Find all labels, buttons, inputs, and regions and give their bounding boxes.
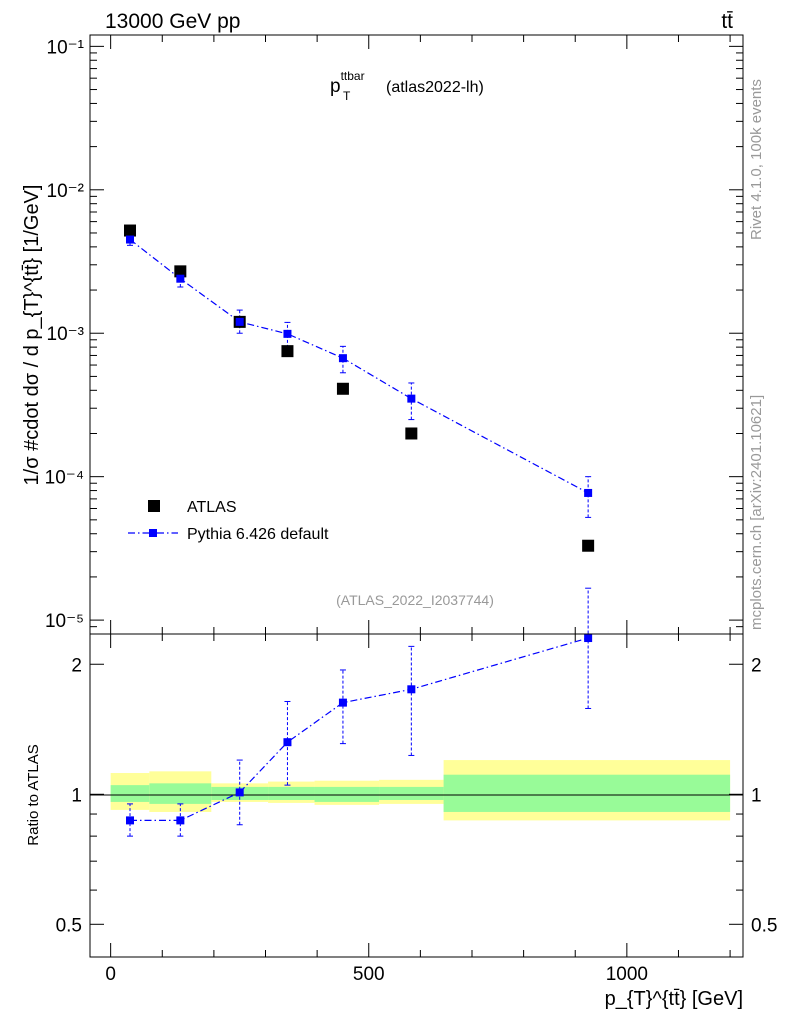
pythia-point xyxy=(235,317,244,326)
ratio-panel: 0.5 0.5 1 1 2 2 0 500 1000 Ratio to ATLAS p_{T}^… xyxy=(25,587,777,1010)
ratio-pythia-point xyxy=(283,738,292,747)
ratio-plot-frame xyxy=(89,633,744,958)
pythia-point xyxy=(283,329,292,338)
ratio-inner-band xyxy=(379,786,444,800)
ratio-inner-band xyxy=(110,785,150,802)
ratio-y-tick-label-right: 1 xyxy=(751,785,762,806)
atlas-point xyxy=(405,427,418,440)
ratio-y-tick-label: 2 xyxy=(71,655,82,676)
ratio-data-marks xyxy=(126,587,593,837)
main-y-tick-label: 10⁻² xyxy=(47,181,85,202)
atlas-point xyxy=(582,539,595,552)
ratio-pythia-point xyxy=(407,685,416,694)
legend-pythia-label: Pythia 6.426 default xyxy=(187,526,329,543)
reference-label: (ATLAS_2022_I2037744) xyxy=(336,592,494,608)
plot-title-sub: T xyxy=(343,89,351,103)
x-axis-label: p_{T}^{tt̄} [GeV] xyxy=(605,988,743,1010)
atlas-point xyxy=(336,382,349,395)
main-y-tick-label: 10⁻⁴ xyxy=(45,468,84,489)
plot-title-main: p xyxy=(330,76,341,97)
ratio-inner-band xyxy=(268,786,315,800)
main-y-tick-label: 10⁻³ xyxy=(47,324,85,345)
main-y-axis-label: 1/σ #cdot dσ / d p_{T}^{tt̄} [1/GeV] xyxy=(21,185,43,486)
ratio-pythia-point xyxy=(235,788,244,797)
ratio-pythia-point xyxy=(338,698,347,707)
ratio-pythia-point xyxy=(584,634,593,643)
ratio-uncertainty-bands xyxy=(110,760,731,821)
plot-title-sup: ttbar xyxy=(341,69,365,83)
ratio-y-tick-label-right: 0.5 xyxy=(751,915,777,936)
main-panel: 1/σ #cdot dσ / d p_{T}^{tt̄} [1/GeV] ptt… xyxy=(21,34,744,635)
ratio-pythia-point xyxy=(176,816,185,825)
atlas-point xyxy=(124,224,137,237)
ratio-inner-band xyxy=(149,783,212,804)
legend-atlas-label: ATLAS xyxy=(187,499,237,516)
legend-pythia-marker xyxy=(149,529,157,537)
atlas-point xyxy=(281,345,294,358)
main-axis-ticks: 10⁻⁵ 10⁻⁴ 10⁻³ 10⁻² 10⁻¹ xyxy=(45,35,743,635)
ratio-axis-ticks: 0.5 0.5 1 1 2 2 0 500 1000 xyxy=(56,634,777,985)
ratio-y-tick-label-right: 2 xyxy=(751,655,762,676)
source-label: mcplots.cern.ch [arXiv:2401.10621] xyxy=(748,395,765,630)
x-tick-label: 500 xyxy=(353,964,385,985)
pythia-point xyxy=(126,235,135,244)
pythia-point xyxy=(407,394,416,403)
ratio-inner-band xyxy=(443,774,731,812)
ratio-inner-band xyxy=(314,786,380,802)
atlas-point xyxy=(174,265,187,278)
legend: ATLAS Pythia 6.426 default xyxy=(128,499,329,543)
pythia-point xyxy=(176,274,185,283)
x-tick-label: 0 xyxy=(105,964,116,985)
plot-title: pttbar T (atlas2022-lh) xyxy=(330,69,484,103)
pythia-point xyxy=(584,488,593,497)
main-y-tick-label: 10⁻⁵ xyxy=(45,611,84,632)
energy-label: 13000 GeV pp xyxy=(105,10,240,33)
x-tick-label: 1000 xyxy=(606,964,648,985)
main-plot-frame xyxy=(89,34,744,635)
main-data-marks xyxy=(124,224,595,552)
plot-title-suffix: (atlas2022-lh) xyxy=(386,79,484,96)
ratio-y-tick-label: 1 xyxy=(71,785,82,806)
legend-atlas-marker xyxy=(148,500,160,512)
ratio-pythia-point xyxy=(126,816,135,825)
rivet-version-label: Rivet 4.1.0, 100k events xyxy=(748,79,765,240)
ratio-y-tick-label: 0.5 xyxy=(56,915,82,936)
ratio-y-axis-label: Ratio to ATLAS xyxy=(25,744,42,845)
pythia-line xyxy=(129,239,589,494)
pythia-point xyxy=(338,354,347,363)
main-y-tick-label: 10⁻¹ xyxy=(47,37,85,58)
process-label: tt̄ xyxy=(721,10,733,33)
